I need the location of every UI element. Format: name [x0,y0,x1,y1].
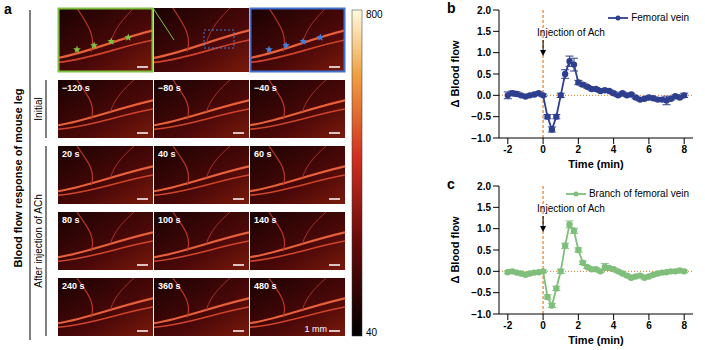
svg-text:20 s: 20 s [62,149,80,159]
svg-text:100 s: 100 s [158,215,181,225]
svg-text:40 s: 40 s [158,149,176,159]
svg-text:2: 2 [576,144,582,155]
html-text:Femoral vein: Femoral vein [631,12,689,23]
svg-text:Δ Blood flow: Δ Blood flow [449,216,461,284]
svg-text:After injection of ACh: After injection of ACh [33,194,44,287]
svg-text:−40 s: −40 s [254,83,277,93]
svg-text:2.0: 2.0 [477,5,491,16]
svg-text:Blood flow response of mouse l: Blood flow response of mouse leg [12,88,24,267]
svg-text:1.0: 1.0 [477,47,491,58]
svg-text:Time (min): Time (min) [568,334,624,346]
html-text:Branch of femoral vein: Branch of femoral vein [588,188,689,199]
svg-text:Time (min): Time (min) [568,158,624,170]
svg-text:0.5: 0.5 [477,69,491,80]
svg-text:−1.0: −1.0 [471,309,491,320]
svg-text:6: 6 [646,144,652,155]
svg-text:2: 2 [576,320,582,331]
svg-text:Initial: Initial [33,97,44,120]
svg-text:-2: -2 [503,320,512,331]
svg-text:800: 800 [366,9,383,20]
svg-text:2.0: 2.0 [477,181,491,192]
svg-text:4: 4 [611,320,617,331]
svg-text:0.5: 0.5 [477,245,491,256]
svg-text:140 s: 140 s [254,215,277,225]
svg-text:8: 8 [681,320,687,331]
svg-text:Injection of Ach: Injection of Ach [537,203,605,214]
svg-text:Injection of Ach: Injection of Ach [537,27,605,38]
svg-text:−0.5: −0.5 [471,111,491,122]
svg-text:360 s: 360 s [158,281,181,291]
svg-text:40: 40 [366,327,378,338]
html-text:c: c [447,176,455,192]
svg-text:480 s: 480 s [254,281,277,291]
svg-text:80 s: 80 s [62,215,80,225]
svg-text:240 s: 240 s [62,281,85,291]
svg-text:−120 s: −120 s [62,83,90,93]
svg-text:0: 0 [540,320,546,331]
svg-text:1 mm: 1 mm [305,324,328,334]
svg-text:8: 8 [681,144,687,155]
svg-text:0.0: 0.0 [477,90,491,101]
svg-text:−0.5: −0.5 [471,287,491,298]
svg-text:0.0: 0.0 [477,266,491,277]
svg-text:1.5: 1.5 [477,26,491,37]
svg-text:60 s: 60 s [254,149,272,159]
svg-text:−80 s: −80 s [158,83,181,93]
svg-text:−1.0: −1.0 [471,133,491,144]
svg-text:6: 6 [646,320,652,331]
svg-text:1.0: 1.0 [477,223,491,234]
svg-text:Δ Blood flow: Δ Blood flow [449,40,461,108]
svg-text:1.5: 1.5 [477,202,491,213]
html-text:b: b [447,0,456,16]
svg-text:a: a [4,1,12,17]
svg-text:4: 4 [611,144,617,155]
svg-text:0: 0 [540,144,546,155]
svg-text:-2: -2 [503,144,512,155]
